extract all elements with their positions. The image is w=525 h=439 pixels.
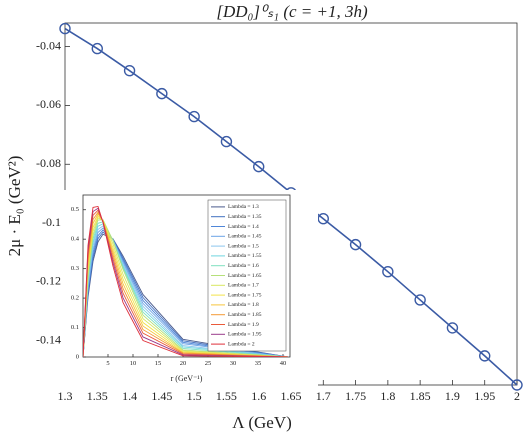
x-tick-label: 1.75 [345, 389, 366, 403]
x-axis-label: Λ (GeV) [232, 413, 292, 432]
series-line [83, 217, 289, 357]
x-tick-label: 1.7 [316, 389, 331, 403]
y-tick-label: 0.1 [71, 324, 79, 331]
legend-label: Lambda = 1.35 [228, 214, 262, 220]
y-tick-label: 0.5 [71, 206, 79, 213]
x-tick-label: 30 [230, 360, 237, 367]
x-tick-label: 25 [205, 360, 212, 367]
legend-label: Lambda = 1.9 [228, 322, 259, 328]
legend-label: Lambda = 1.95 [228, 332, 262, 338]
x-tick-label: 1.45 [151, 389, 172, 403]
data-point [349, 238, 362, 251]
x-tick-label: 1.65 [281, 389, 302, 403]
legend-label: Lambda = 1.8 [228, 302, 259, 308]
legend-label: Lambda = 1.45 [228, 234, 262, 240]
x-tick-label: 1.35 [87, 389, 108, 403]
y-axis-label: 2μ · E₀ (GeV²) [5, 156, 24, 257]
data-point [220, 135, 233, 148]
data-point [382, 265, 394, 278]
x-tick-label: 1.5 [187, 389, 202, 403]
legend-label: Lambda = 1.3 [228, 204, 259, 210]
x-tick-label: 1.8 [380, 389, 395, 403]
chart-title: [DD₀]⁰ₛ₁ (c = +1, 3h) [216, 2, 368, 21]
series-line [83, 211, 289, 357]
legend-label: Lambda = 1.55 [228, 253, 262, 259]
legend-label: Lambda = 1.4 [228, 224, 259, 230]
x-tick-label: 20 [180, 360, 187, 367]
legend-label: Lambda = 1.75 [228, 292, 262, 298]
x-tick-label: 1.3 [58, 389, 73, 403]
x-tick-label: 10 [130, 360, 137, 367]
y-tick-label: -0.1 [42, 215, 61, 229]
y-tick-label: -0.14 [36, 333, 61, 347]
series-line [83, 215, 289, 357]
series-line [83, 219, 289, 357]
series-line [83, 205, 289, 357]
y-tick-label: -0.04 [36, 38, 61, 52]
y-tick-label: 0.2 [71, 295, 79, 302]
y-tick-label: 0 [76, 353, 79, 360]
data-point [91, 42, 103, 55]
x-tick-label: 1.95 [474, 389, 495, 403]
x-tick-label: 1.6 [251, 389, 266, 403]
data-point [59, 22, 71, 35]
x-tick-label: 1.4 [122, 389, 137, 403]
y-tick-label: -0.08 [36, 156, 61, 170]
legend-label: Lambda = 1.85 [228, 312, 262, 318]
data-point [479, 350, 491, 362]
data-point [511, 379, 523, 391]
data-point [446, 322, 459, 334]
series-line [83, 207, 289, 357]
x-axis-label: r (GeV⁻¹) [171, 374, 203, 383]
series-line [83, 209, 289, 357]
y-tick-label: -0.12 [36, 274, 61, 288]
x-tick-label: 40 [280, 360, 287, 367]
x-tick-label: 15 [155, 360, 162, 367]
data-point [414, 294, 426, 306]
x-tick-label: 35 [255, 360, 262, 367]
data-point [188, 110, 200, 123]
data-point [156, 87, 168, 100]
x-tick-label: 1.9 [445, 389, 460, 403]
data-point [253, 160, 265, 173]
data-point [123, 64, 136, 77]
data-point [317, 213, 329, 225]
x-tick-label: 5 [106, 360, 109, 367]
y-tick-label: 0.4 [71, 236, 80, 243]
x-tick-label: 2 [514, 389, 520, 403]
legend-label: Lambda = 1.65 [228, 273, 262, 279]
x-tick-label: 1.85 [410, 389, 431, 403]
legend-label: Lambda = 1.7 [228, 283, 259, 289]
plot-frame [82, 194, 291, 358]
x-tick-label: 1.55 [216, 389, 237, 403]
series-line [83, 213, 289, 357]
legend-label: Lambda = 2 [228, 341, 255, 347]
y-tick-label: 0.3 [71, 265, 79, 272]
legend-label: Lambda = 1.6 [228, 263, 259, 269]
y-tick-label: -0.06 [36, 97, 61, 111]
legend-label: Lambda = 1.5 [228, 243, 259, 249]
